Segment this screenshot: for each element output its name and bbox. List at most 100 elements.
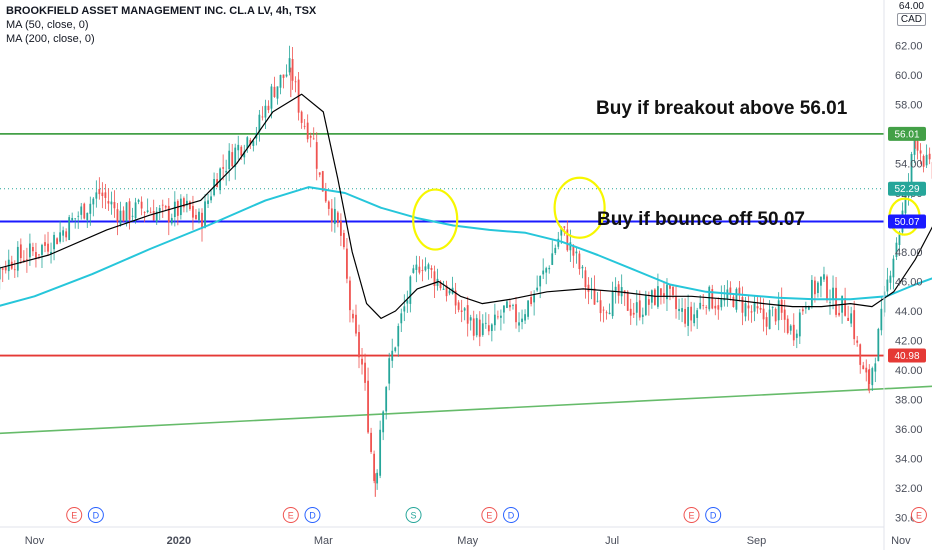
candle-body	[406, 300, 409, 304]
candle-body	[385, 386, 388, 412]
candle-body	[575, 251, 578, 254]
candle-body	[98, 188, 101, 195]
price-tick-label: 42.00	[895, 336, 923, 348]
candle-body	[270, 86, 273, 109]
split-marker-label: S	[411, 511, 417, 521]
price-tick-label: 44.00	[895, 306, 923, 318]
candle-body	[644, 295, 647, 315]
candle-body	[826, 276, 828, 301]
candle-body	[32, 247, 34, 252]
candle-body	[786, 318, 789, 334]
support-tag	[888, 348, 926, 363]
candle-body	[237, 144, 240, 151]
earnings-marker	[683, 507, 700, 523]
candle-body	[829, 301, 831, 303]
price-tick-label: 54.00	[895, 159, 923, 171]
candle-body	[560, 227, 563, 236]
candle-body	[533, 293, 536, 303]
ma50-legend[interactable]: MA (50, close, 0)	[6, 19, 89, 31]
dividend-marker-label: D	[710, 511, 717, 521]
candle-body	[352, 313, 354, 319]
candle-body	[448, 290, 451, 294]
candle-body	[95, 192, 98, 199]
split-marker	[405, 507, 422, 523]
candle-body	[735, 288, 738, 310]
candle-body	[696, 310, 699, 318]
candle-body	[732, 296, 735, 307]
candle-body	[741, 296, 744, 313]
candle-body	[445, 285, 448, 297]
candle-body	[720, 298, 723, 308]
time-tick-label: Nov	[25, 535, 45, 547]
candle-body	[759, 307, 762, 310]
candle-body	[587, 284, 590, 292]
dividend-marker	[705, 507, 722, 523]
candle-body	[807, 306, 810, 310]
candle-body	[252, 140, 255, 146]
candle-body	[463, 308, 466, 311]
candle-body	[285, 74, 288, 77]
candle-body	[699, 302, 702, 309]
candle-body	[282, 74, 285, 78]
plot-area	[0, 45, 932, 497]
candle-body	[804, 307, 807, 309]
candle-body	[666, 284, 668, 300]
candle-body	[4, 266, 7, 271]
candle-body	[418, 266, 421, 273]
candle-body	[110, 201, 113, 205]
candle-body	[424, 266, 427, 271]
candle-body	[146, 210, 149, 212]
candle-body	[877, 329, 880, 362]
candle-body	[880, 308, 883, 331]
candle-body	[524, 314, 526, 321]
earnings-marker	[282, 507, 299, 523]
price-tick-label: 40.00	[895, 365, 923, 377]
candle-body	[367, 380, 369, 433]
candle-body	[234, 147, 237, 168]
candle-body	[35, 252, 37, 258]
candle-body	[231, 152, 234, 167]
candle-body	[361, 358, 363, 365]
candle-body	[629, 308, 632, 316]
candle-body	[246, 137, 249, 149]
currency-indicator[interactable]: 64.00 CAD	[896, 1, 926, 26]
candle-body	[460, 310, 463, 312]
candle-body	[303, 125, 306, 127]
candle-body	[838, 312, 840, 316]
candle-body	[219, 168, 222, 191]
candle-body	[330, 208, 333, 223]
candle-body	[478, 319, 481, 337]
candle-body	[77, 215, 80, 217]
bounce-tag-label: 50.07	[894, 217, 919, 228]
candle-body	[182, 198, 185, 208]
candle-body	[22, 260, 25, 262]
candle-body	[913, 139, 916, 155]
candle-body	[663, 293, 665, 297]
candle-body	[487, 325, 490, 332]
candle-body	[472, 318, 475, 336]
candle-body	[768, 309, 771, 330]
candle-body	[506, 301, 508, 308]
candle-body	[430, 268, 433, 270]
candle-body	[116, 209, 119, 222]
price-tick-label: 34.00	[895, 454, 923, 466]
candle-body	[590, 288, 593, 290]
candle-body	[288, 58, 291, 73]
candle-body	[859, 344, 862, 365]
candle-body	[738, 287, 741, 295]
candle-body	[678, 308, 680, 312]
price-tick-label: 58.00	[895, 100, 923, 112]
candle-body	[521, 318, 523, 323]
candle-body	[19, 244, 22, 259]
candle-body	[412, 268, 415, 273]
candle-body	[693, 314, 696, 324]
candle-body	[669, 284, 671, 289]
candle-body	[871, 368, 874, 386]
candle-body	[774, 308, 777, 322]
candle-body	[527, 300, 529, 317]
breakout-tag	[888, 126, 926, 141]
candle-body	[641, 314, 644, 317]
ma200-legend[interactable]: MA (200, close, 0)	[6, 33, 95, 45]
candle-body	[294, 81, 297, 83]
